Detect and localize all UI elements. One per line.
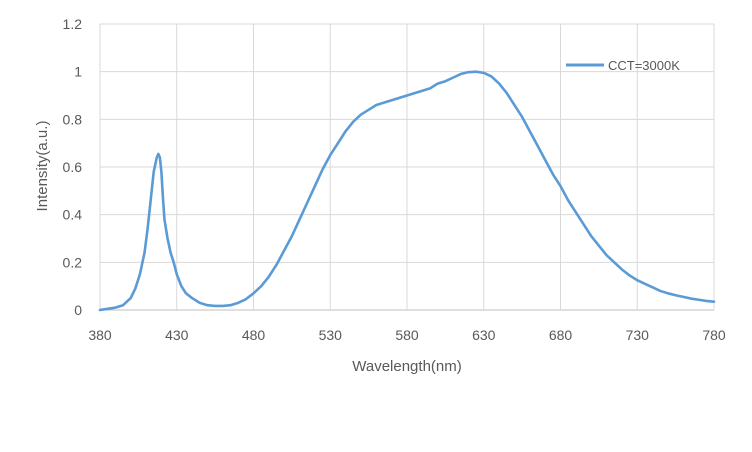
- x-tick-label: 630: [472, 327, 496, 343]
- series-line-cct-3000k: [98, 70, 716, 312]
- legend: CCT=3000K: [566, 58, 680, 73]
- y-tick-label: 0.8: [63, 111, 83, 127]
- x-tick-label: 680: [549, 327, 573, 343]
- y-axis-title: Intensity(a.u.): [34, 121, 51, 212]
- x-tick-label: 480: [242, 327, 266, 343]
- y-tick-label: 0.2: [63, 254, 83, 270]
- y-tick-label: 0.6: [63, 159, 83, 175]
- y-tick-label: 0: [74, 302, 82, 318]
- y-axis-tick-labels: 0 0.2 0.4 0.6 0.8 1 1.2: [63, 16, 83, 318]
- x-tick-label: 530: [319, 327, 343, 343]
- x-tick-label: 380: [88, 327, 112, 343]
- x-tick-label: 730: [626, 327, 650, 343]
- series-layer: [98, 70, 716, 312]
- vertical-gridlines: [99, 24, 715, 310]
- y-tick-label: 1.2: [63, 16, 83, 32]
- y-tick-label: 0.4: [63, 207, 83, 223]
- legend-label-cct-3000k: CCT=3000K: [608, 58, 680, 73]
- x-axis-tick-labels: 380 430 480 530 580 630 680 730 780: [88, 327, 726, 343]
- x-tick-label: 580: [395, 327, 419, 343]
- y-tick-label: 1: [74, 64, 82, 80]
- x-axis-title: Wavelength(nm): [352, 358, 461, 375]
- x-tick-label: 780: [702, 327, 726, 343]
- x-tick-label: 430: [165, 327, 189, 343]
